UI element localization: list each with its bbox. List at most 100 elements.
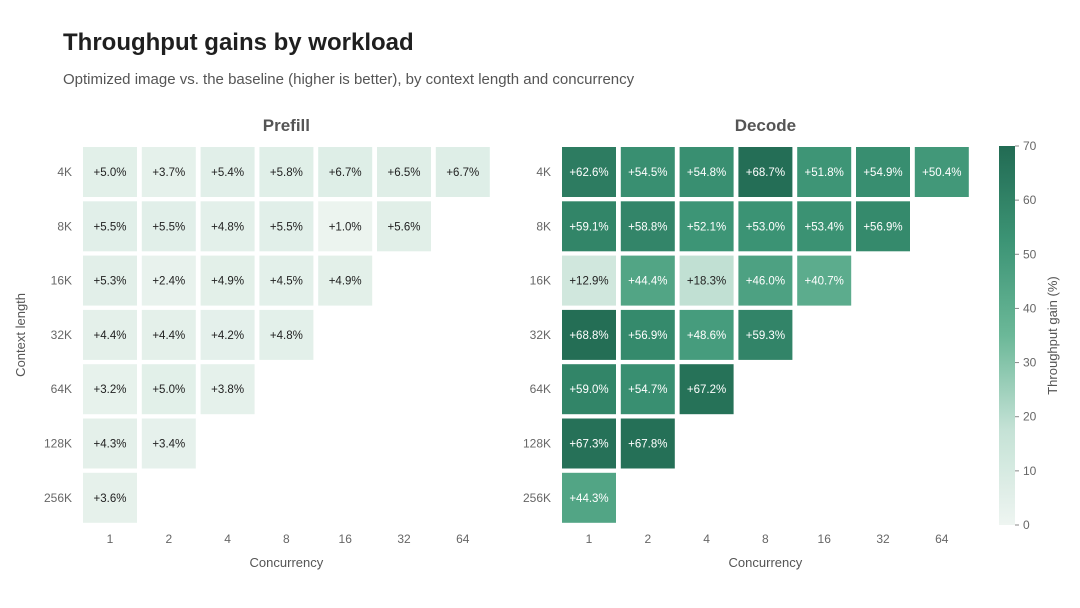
heatmap-cell: [141, 201, 196, 252]
cell-label: +56.9%: [863, 221, 902, 233]
cell-label: +5.0%: [94, 167, 127, 179]
cell-label: +3.7%: [152, 167, 185, 179]
cell-label: +5.6%: [388, 221, 421, 233]
heatmap-cell: [259, 147, 314, 197]
cell-label: +2.4%: [152, 276, 185, 288]
y-axis-label: Context length: [13, 293, 28, 377]
heatmap-cell: [83, 201, 137, 252]
y-tick-label: 128K: [44, 437, 72, 451]
y-tick-label: 4K: [536, 165, 551, 179]
heatmap-cell: [562, 309, 616, 360]
cell-label: +52.1%: [687, 221, 726, 233]
x-tick-label: 16: [339, 532, 353, 546]
cell-label: +44.3%: [569, 493, 608, 505]
colorbar-tick-label: 70: [1023, 139, 1037, 153]
cell-label: +3.4%: [152, 439, 185, 451]
cell-label: +54.5%: [628, 167, 667, 179]
heatmap-cell: [435, 147, 490, 197]
heatmap-cell: [620, 418, 675, 469]
y-tick-label: 8K: [536, 219, 551, 233]
heatmap-cell: [738, 147, 793, 197]
heatmap-cell: [679, 147, 734, 197]
x-tick-label: 4: [703, 532, 710, 546]
cell-label: +58.8%: [628, 221, 667, 233]
x-tick-label: 4: [224, 532, 231, 546]
heatmap-cell: [856, 147, 910, 197]
cell-label: +12.9%: [569, 276, 608, 288]
heatmap-cell: [679, 255, 734, 306]
x-tick-label: 2: [644, 532, 651, 546]
colorbar-label: Throughput gain (%): [1045, 276, 1060, 395]
heatmap-cell: [620, 255, 675, 306]
cell-label: +4.9%: [329, 276, 362, 288]
heatmap-cell: [797, 201, 852, 252]
heatmap-cell: [562, 147, 616, 197]
cell-label: +6.7%: [446, 167, 479, 179]
colorbar-tick-label: 10: [1023, 464, 1037, 478]
cell-label: +54.9%: [863, 167, 902, 179]
heatmap-cell: [620, 201, 675, 252]
cell-label: +5.3%: [94, 276, 127, 288]
heatmap-cell: [562, 472, 616, 523]
y-tick-label: 8K: [57, 219, 72, 233]
cell-label: +5.5%: [270, 221, 303, 233]
heatmap-cell: [797, 255, 852, 306]
heatmap-cell: [562, 201, 616, 252]
cell-label: +4.4%: [152, 330, 185, 342]
cell-label: +59.0%: [569, 384, 608, 396]
cell-label: +68.8%: [569, 330, 608, 342]
heatmap-cell: [318, 201, 373, 252]
cell-label: +5.4%: [211, 167, 244, 179]
x-axis-label: Concurrency: [250, 555, 324, 570]
heatmap-cell: [914, 147, 969, 197]
x-tick-label: 32: [876, 532, 890, 546]
heatmap-cell: [200, 364, 255, 415]
heatmap-cell: [738, 201, 793, 252]
cell-label: +3.2%: [94, 384, 127, 396]
heatmap-cell: [738, 309, 793, 360]
heatmap-cell: [738, 255, 793, 306]
heatmap-cell: [141, 309, 196, 360]
x-tick-label: 1: [107, 532, 114, 546]
cell-label: +18.3%: [687, 276, 726, 288]
x-tick-label: 1: [586, 532, 593, 546]
x-tick-label: 16: [818, 532, 832, 546]
cell-label: +4.2%: [211, 330, 244, 342]
y-tick-label: 4K: [57, 165, 72, 179]
heatmap-cell: [679, 309, 734, 360]
cell-label: +3.8%: [211, 384, 244, 396]
chart-title: Throughput gains by workload: [63, 29, 414, 56]
heatmap-cell: [83, 147, 137, 197]
cell-label: +59.3%: [746, 330, 785, 342]
heatmap-cell: [200, 201, 255, 252]
cell-label: +62.6%: [569, 167, 608, 179]
cell-label: +51.8%: [805, 167, 844, 179]
heatmap-cell: [620, 364, 675, 415]
cell-label: +6.7%: [329, 167, 362, 179]
y-tick-label: 256K: [523, 491, 551, 505]
x-tick-label: 64: [456, 532, 470, 546]
colorbar-tick-label: 20: [1023, 410, 1037, 424]
colorbar-tick-label: 30: [1023, 356, 1037, 370]
heatmap-cell: [83, 472, 137, 523]
y-tick-label: 128K: [523, 437, 551, 451]
heatmap-cell: [141, 418, 196, 469]
y-tick-label: 16K: [51, 274, 72, 288]
cell-label: +4.4%: [94, 330, 127, 342]
y-tick-label: 32K: [51, 328, 72, 342]
heatmap-cell: [200, 147, 255, 197]
heatmap-cell: [318, 255, 373, 306]
y-tick-label: 32K: [530, 328, 551, 342]
cell-label: +5.5%: [94, 221, 127, 233]
cell-label: +4.9%: [211, 276, 244, 288]
colorbar-tick-label: 50: [1023, 247, 1037, 261]
heatmap-cell: [562, 364, 616, 415]
heatmap-cell: [562, 418, 616, 469]
cell-label: +1.0%: [329, 221, 362, 233]
x-axis-label: Concurrency: [729, 555, 803, 570]
x-tick-label: 8: [762, 532, 769, 546]
heatmap-cell: [377, 201, 431, 252]
heatmap-cell: [679, 364, 734, 415]
cell-label: +5.5%: [152, 221, 185, 233]
